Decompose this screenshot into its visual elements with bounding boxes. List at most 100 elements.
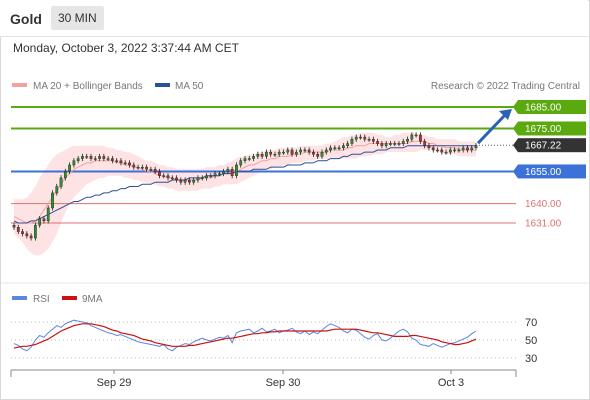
candle xyxy=(153,169,157,172)
candle xyxy=(98,156,101,159)
candle xyxy=(410,134,414,140)
candle xyxy=(453,149,456,152)
candle xyxy=(162,175,166,177)
price-tag-bg xyxy=(518,164,586,179)
candle xyxy=(196,177,200,181)
candle xyxy=(444,151,448,154)
candle xyxy=(401,141,405,144)
candle xyxy=(260,154,264,157)
timeframe-button[interactable]: 30 MIN xyxy=(51,6,104,30)
candle xyxy=(115,160,119,162)
candle xyxy=(106,158,110,160)
candle xyxy=(209,175,213,177)
candle xyxy=(213,173,217,176)
candle xyxy=(282,151,285,154)
candle xyxy=(466,147,469,151)
price-tag-1685.00: 1685.00 xyxy=(525,103,562,114)
candle xyxy=(457,149,461,152)
candle xyxy=(226,169,230,172)
candle xyxy=(324,149,328,153)
x-tick-label: Sep 29 xyxy=(97,377,132,389)
candle xyxy=(188,179,191,183)
candle xyxy=(175,177,178,181)
candle xyxy=(25,233,29,237)
candle xyxy=(299,149,302,153)
header-bar: Gold 30 MIN xyxy=(0,0,588,37)
candle xyxy=(183,179,187,183)
x-tick-label: Oct 3 xyxy=(438,377,464,389)
rsi-ma-line xyxy=(13,323,477,349)
candle xyxy=(230,169,234,176)
candle xyxy=(423,141,427,146)
candle xyxy=(329,147,332,151)
candle xyxy=(474,145,478,149)
candle xyxy=(128,162,131,166)
rsi-tick-70: 70 xyxy=(525,317,537,329)
price-tag-1655.00: 1655.00 xyxy=(525,167,562,178)
price-tag-pointer xyxy=(513,121,518,136)
candle xyxy=(192,179,196,183)
candle xyxy=(363,136,367,140)
candle xyxy=(89,156,93,159)
candle xyxy=(200,177,204,180)
legend-rsi: RSI xyxy=(33,294,50,305)
candle xyxy=(222,171,225,174)
candle xyxy=(376,141,379,144)
legend-ma20: MA 20 + Bollinger Bands xyxy=(33,81,143,92)
candle xyxy=(179,179,183,183)
candle xyxy=(34,224,37,239)
candle xyxy=(406,139,409,142)
price-tag-1675.00: 1675.00 xyxy=(525,124,562,135)
x-tick-label: Sep 30 xyxy=(266,377,301,389)
candle xyxy=(367,139,371,141)
candle xyxy=(312,151,315,155)
candle xyxy=(337,147,341,150)
candle xyxy=(414,134,418,137)
legend-ma50: MA 50 xyxy=(175,81,204,92)
legend-rsi-ma-swatch xyxy=(62,296,77,300)
rsi-line xyxy=(13,319,477,352)
candle xyxy=(393,143,397,145)
candle xyxy=(273,154,277,156)
candle xyxy=(119,160,123,164)
candle xyxy=(333,147,337,150)
bollinger-band xyxy=(14,132,476,256)
candle xyxy=(427,145,431,149)
candle xyxy=(419,134,422,142)
candle xyxy=(217,173,221,175)
candle xyxy=(448,149,452,153)
candle xyxy=(243,158,247,161)
candle xyxy=(63,171,67,179)
ma50-line xyxy=(13,145,476,224)
candle xyxy=(140,166,144,169)
candle xyxy=(436,149,439,152)
candle xyxy=(286,149,290,153)
candle xyxy=(346,143,350,146)
price-tag-bg xyxy=(518,121,586,136)
candle xyxy=(81,156,84,159)
candle xyxy=(55,186,59,194)
candle xyxy=(136,166,140,169)
candle xyxy=(342,145,345,149)
candle xyxy=(123,162,127,165)
candle xyxy=(93,158,97,160)
candle xyxy=(380,143,384,146)
candle xyxy=(29,235,33,239)
candle xyxy=(72,160,76,166)
candle xyxy=(470,147,474,151)
candle xyxy=(239,160,243,166)
candle xyxy=(46,207,50,222)
candle xyxy=(76,158,80,161)
candle xyxy=(320,151,324,157)
candle xyxy=(205,175,208,179)
date-label: Monday, October 3, 2022 3:37:44 AM CET xyxy=(13,41,239,55)
candle xyxy=(265,151,268,157)
legend-rsi-swatch xyxy=(12,296,27,300)
candle xyxy=(12,224,16,228)
candle xyxy=(252,156,255,159)
candle xyxy=(59,177,63,187)
candle xyxy=(431,147,435,151)
candle xyxy=(21,231,24,234)
forecast-arrow-head xyxy=(499,109,512,120)
